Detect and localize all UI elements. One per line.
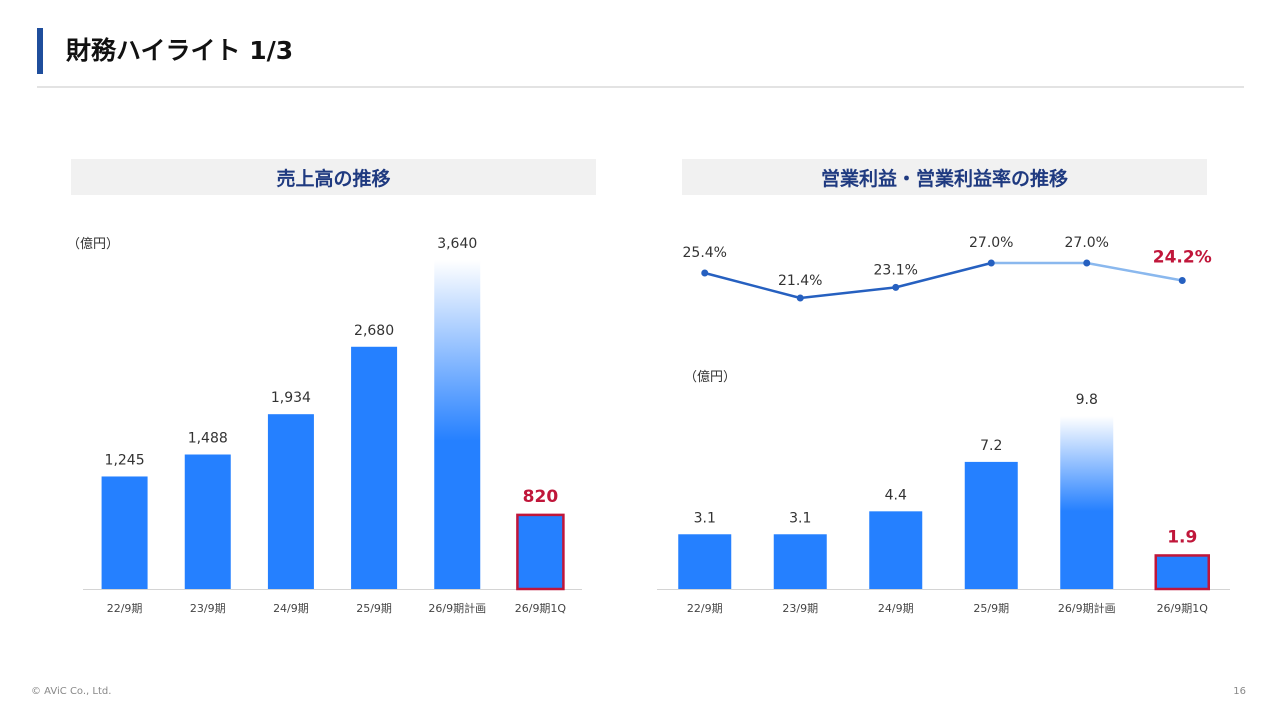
title-accent-bar (37, 28, 43, 74)
margin-point (892, 283, 900, 291)
sales-category-label: 25/9期 (356, 602, 392, 615)
sales-value-label: 1,934 (271, 390, 311, 406)
margin-point (796, 294, 804, 302)
profit-category-label: 23/9期 (782, 602, 818, 615)
margin-line-segment (1086, 261, 1183, 282)
sales-bar (516, 513, 565, 591)
profit-bar (678, 534, 732, 589)
margin-line-segment (800, 286, 896, 300)
sales-value-label: 820 (523, 487, 559, 507)
profit-value-label: 1.9 (1167, 527, 1197, 547)
profit-chart-title: 営業利益・営業利益率の推移 (682, 159, 1207, 195)
profit-bar (773, 534, 827, 589)
margin-value-label: 24.2% (1153, 248, 1212, 268)
sales-bar (267, 414, 314, 589)
profit-value-label: 3.1 (789, 510, 811, 526)
margin-point (1083, 259, 1091, 267)
sales-bar (101, 476, 148, 589)
sales-unit-label: （億円） (67, 237, 120, 252)
profit-unit-label: （億円） (684, 370, 737, 385)
margin-value-label: 23.1% (874, 262, 918, 278)
sales-category-label: 24/9期 (273, 602, 309, 615)
profit-bar (869, 511, 923, 589)
margin-value-label: 25.4% (683, 245, 727, 261)
profit-value-label: 7.2 (980, 438, 1002, 454)
profit-category-label: 26/9期計画 (1058, 601, 1116, 615)
sales-value-label: 1,245 (105, 452, 145, 468)
sales-category-label: 23/9期 (190, 602, 226, 615)
profit-value-label: 9.8 (1076, 392, 1098, 408)
sales-category-label: 26/9期計画 (428, 601, 486, 615)
sales-category-label: 26/9期1Q (515, 602, 567, 615)
sales-value-label: 1,488 (188, 431, 228, 447)
profit-category-label: 24/9期 (878, 602, 914, 615)
margin-value-label: 27.0% (1065, 235, 1109, 251)
sales-bar (434, 260, 481, 589)
profit-value-label: 3.1 (694, 510, 716, 526)
sales-chart-title: 売上高の推移 (71, 159, 596, 195)
margin-value-label: 27.0% (969, 235, 1013, 251)
profit-bar (1154, 554, 1210, 591)
page-number: 16 (1233, 686, 1246, 697)
copyright: © AViC Co., Ltd. (31, 686, 112, 697)
title-divider (37, 86, 1244, 88)
profit-bar (964, 461, 1018, 589)
margin-line-segment (704, 271, 801, 300)
profit-category-label: 25/9期 (973, 602, 1009, 615)
sales-category-label: 22/9期 (107, 602, 143, 615)
margin-value-label: 21.4% (778, 273, 822, 289)
sales-bar (184, 454, 231, 589)
sales-bar (351, 346, 398, 589)
margin-point (987, 259, 995, 267)
margin-point (701, 269, 709, 277)
profit-category-label: 22/9期 (687, 602, 723, 615)
sales-value-label: 3,640 (437, 236, 477, 252)
profit-category-label: 26/9期1Q (1157, 602, 1209, 615)
margin-point (1178, 277, 1186, 284)
margin-line-segment (895, 261, 992, 289)
profit-bar (1060, 416, 1114, 589)
page-title: 財務ハイライト 1/3 (66, 36, 294, 65)
sales-value-label: 2,680 (354, 323, 394, 339)
profit-value-label: 4.4 (885, 487, 907, 503)
